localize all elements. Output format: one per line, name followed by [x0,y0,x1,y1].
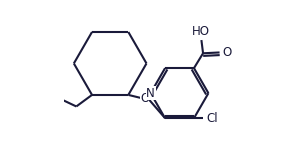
Text: N: N [146,87,155,100]
Text: O: O [140,92,149,105]
Text: HO: HO [192,25,209,38]
Text: O: O [223,46,232,59]
Text: Cl: Cl [206,112,218,125]
